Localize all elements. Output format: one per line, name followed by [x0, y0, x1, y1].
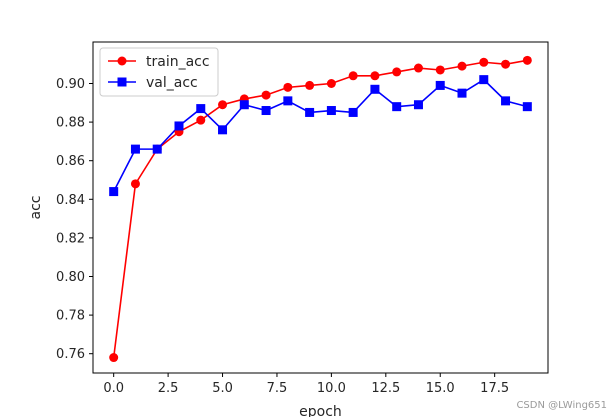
x-tick-label: 0.0	[103, 381, 124, 396]
x-axis-label: epoch	[299, 404, 342, 417]
data-point-train-acc	[392, 67, 402, 77]
data-point-val-acc	[413, 100, 423, 110]
data-point-val-acc	[239, 100, 249, 110]
x-tick-label: 7.5	[267, 381, 288, 396]
data-point-train-acc	[479, 57, 489, 67]
data-point-val-acc	[130, 144, 140, 154]
data-point-train-acc	[218, 100, 228, 110]
series-line-train-acc	[112, 59, 528, 358]
y-tick-label: 0.86	[56, 154, 85, 169]
y-tick-label: 0.80	[56, 270, 85, 285]
legend-marker-val-acc	[117, 77, 127, 87]
y-tick-label: 0.82	[56, 231, 85, 246]
data-point-val-acc	[326, 106, 336, 116]
legend-box	[99, 47, 219, 97]
data-point-train-acc	[261, 90, 271, 100]
data-point-val-acc	[152, 144, 162, 154]
x-tick-label: 15.0	[426, 381, 455, 396]
x-tick-label: 5.0	[212, 381, 233, 396]
data-point-train-acc	[283, 82, 293, 92]
data-point-val-acc	[348, 107, 358, 117]
legend-label-val-acc: val_acc	[146, 75, 198, 91]
data-point-val-acc	[283, 96, 293, 106]
data-point-val-acc	[522, 102, 532, 112]
plot-lines	[112, 59, 528, 358]
data-point-train-acc	[109, 353, 119, 363]
data-point-train-acc	[457, 61, 467, 71]
y-tick-label: 0.78	[56, 309, 85, 324]
data-point-val-acc	[392, 102, 402, 112]
data-point-val-acc	[218, 125, 228, 135]
legend-label-train-acc: train_acc	[146, 54, 210, 70]
data-point-train-acc	[326, 78, 336, 88]
watermark: CSDN @LWing651	[516, 400, 607, 411]
x-tick-label: 10.0	[317, 381, 346, 396]
data-point-val-acc	[501, 96, 511, 106]
legend-marker-train-acc	[117, 56, 127, 66]
data-point-val-acc	[109, 187, 119, 197]
data-point-val-acc	[174, 121, 184, 131]
data-point-val-acc	[457, 88, 467, 98]
data-point-train-acc	[501, 59, 511, 69]
x-tick-label: 12.5	[371, 381, 400, 396]
data-point-train-acc	[370, 71, 380, 81]
data-point-val-acc	[479, 75, 489, 85]
x-tick-label: 17.5	[480, 381, 509, 396]
data-point-train-acc	[435, 65, 445, 75]
data-point-train-acc	[196, 115, 206, 125]
y-axis-ticks: 0.76 0.78 0.80 0.82 0.84 0.86 0.88 0.90	[56, 77, 93, 362]
plot-markers	[109, 55, 532, 363]
data-point-train-acc	[522, 55, 532, 65]
legend: train_acc val_acc	[99, 47, 219, 97]
data-point-train-acc	[305, 80, 315, 90]
data-point-train-acc	[413, 63, 423, 73]
data-point-val-acc	[435, 80, 445, 90]
data-point-val-acc	[305, 107, 315, 117]
plot-frame	[92, 41, 549, 374]
data-point-train-acc	[348, 71, 358, 81]
y-tick-label: 0.76	[56, 347, 85, 362]
y-tick-label: 0.88	[56, 116, 85, 131]
data-point-val-acc	[196, 104, 206, 114]
x-tick-label: 2.5	[158, 381, 179, 396]
data-point-val-acc	[261, 106, 271, 116]
x-axis-ticks: 0.0 2.5 5.0 7.5 10.0 12.5 15.0 17.5	[103, 373, 509, 396]
data-point-train-acc	[130, 179, 140, 189]
data-point-val-acc	[370, 84, 380, 94]
y-tick-label: 0.90	[56, 77, 85, 92]
y-tick-label: 0.84	[56, 193, 85, 208]
y-axis-label: acc	[28, 196, 44, 220]
